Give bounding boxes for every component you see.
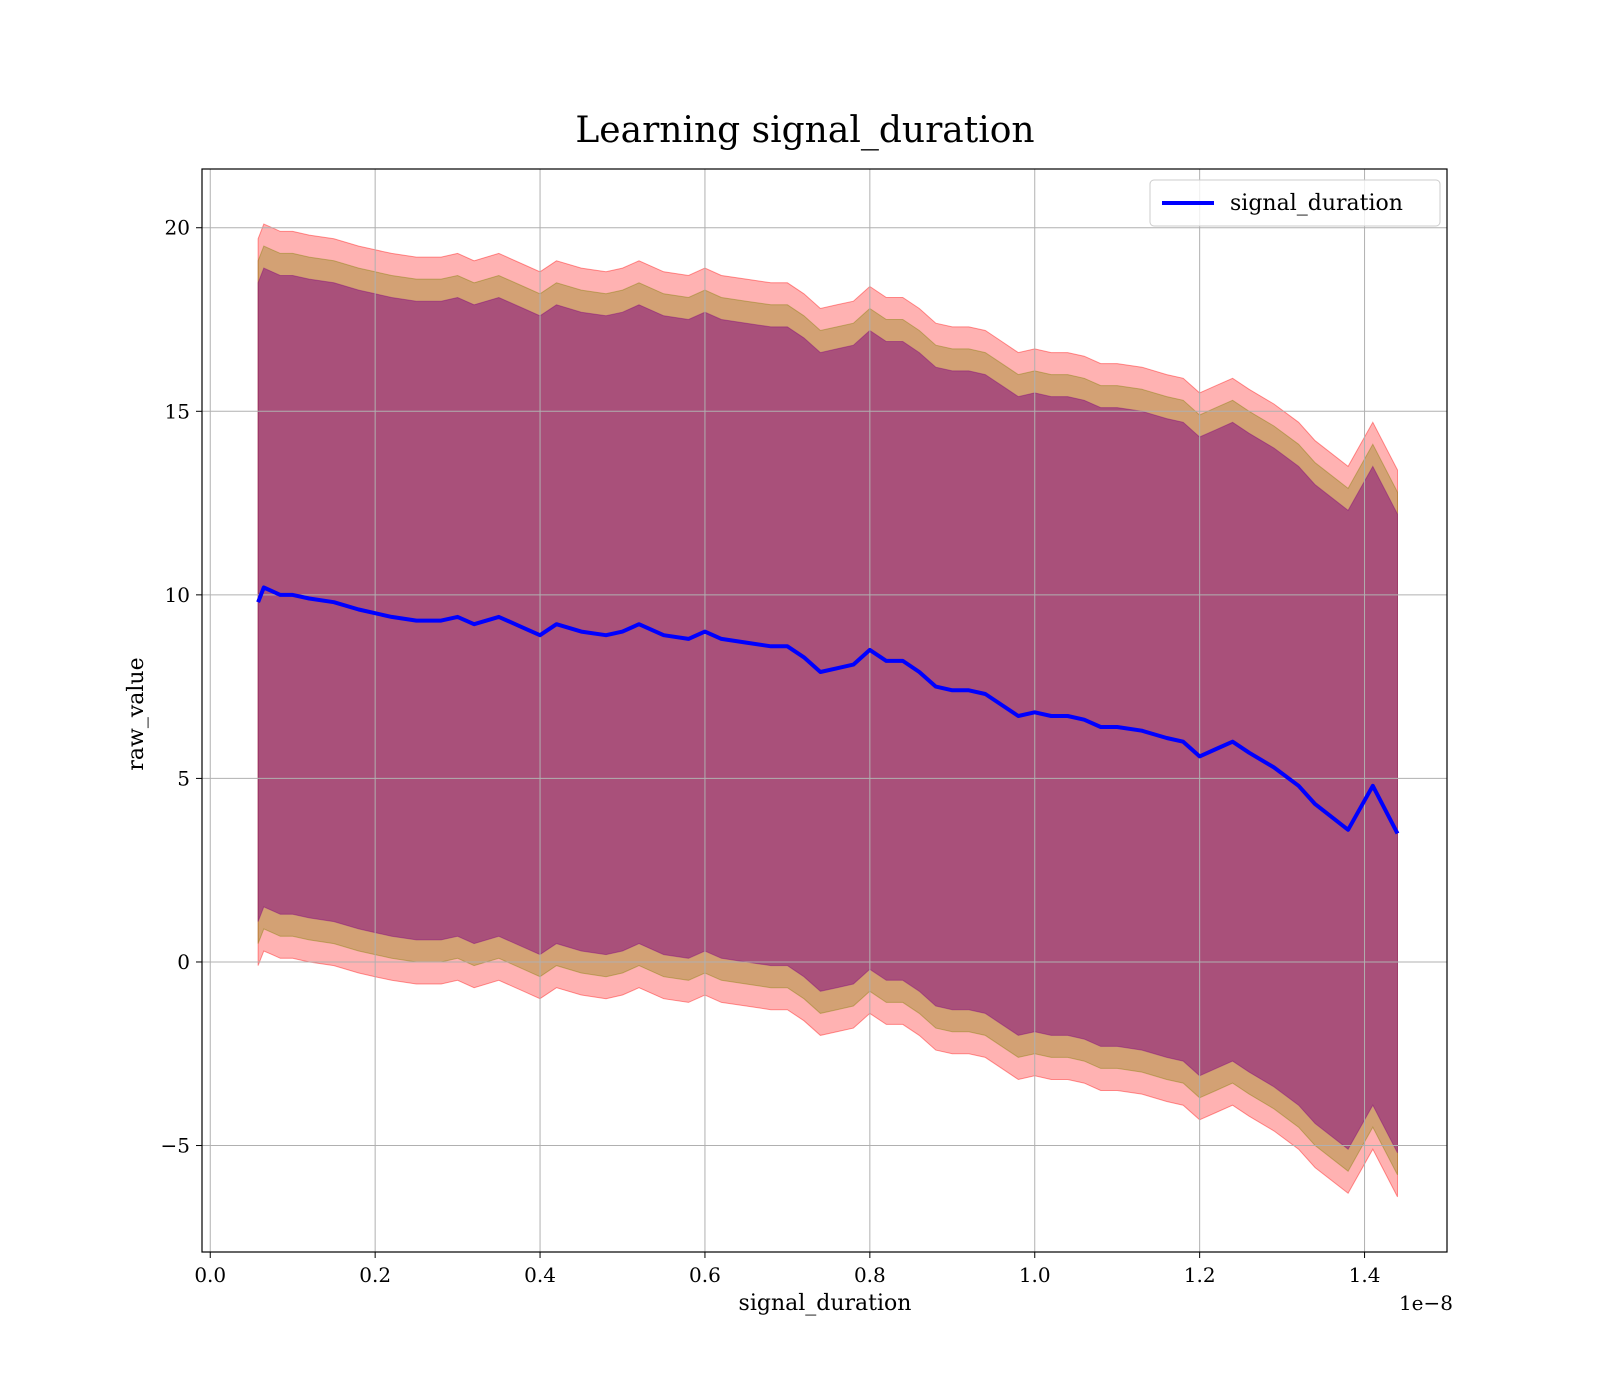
series-layer — [256, 585, 1400, 835]
x-tick-label: 0.2 — [359, 1263, 391, 1287]
y-tick-label: 10 — [165, 583, 190, 607]
x-tick-label: 0.0 — [194, 1263, 226, 1287]
legend-label: signal_duration — [1230, 191, 1403, 216]
y-axis-label: raw_value — [124, 657, 149, 770]
y-tick-label: 0 — [177, 950, 190, 974]
legend: signal_duration — [1149, 179, 1441, 227]
x-axis-label: signal_duration — [739, 1291, 912, 1316]
x-tick-label: 1.0 — [1019, 1263, 1051, 1287]
x-tick-label: 1.2 — [1184, 1263, 1216, 1287]
y-tick-label: 15 — [165, 399, 190, 423]
x-tick-label: 0.8 — [854, 1263, 886, 1287]
confidence-band-3 — [257, 267, 1398, 1154]
y-axis: −5 0 5 10 15 20 — [161, 216, 202, 1158]
chart-title: Learning signal_duration — [575, 110, 1034, 151]
confidence-bands — [257, 223, 1398, 1198]
series-line-signal-duration — [256, 585, 1400, 835]
y-tick-label: −5 — [161, 1134, 190, 1158]
legend-frame — [1149, 179, 1441, 227]
x-tick-label: 0.6 — [689, 1263, 721, 1287]
x-axis: 0.0 0.2 0.4 0.6 0.8 1.0 1.2 1.4 — [194, 1252, 1380, 1287]
x-tick-label: 0.4 — [524, 1263, 556, 1287]
y-tick-label: 5 — [177, 766, 190, 790]
plot-frame — [201, 168, 1448, 1253]
x-tick-label: 1.4 — [1349, 1263, 1381, 1287]
x-offset-label: 1e−8 — [1399, 1291, 1453, 1315]
y-tick-label: 20 — [165, 216, 190, 240]
